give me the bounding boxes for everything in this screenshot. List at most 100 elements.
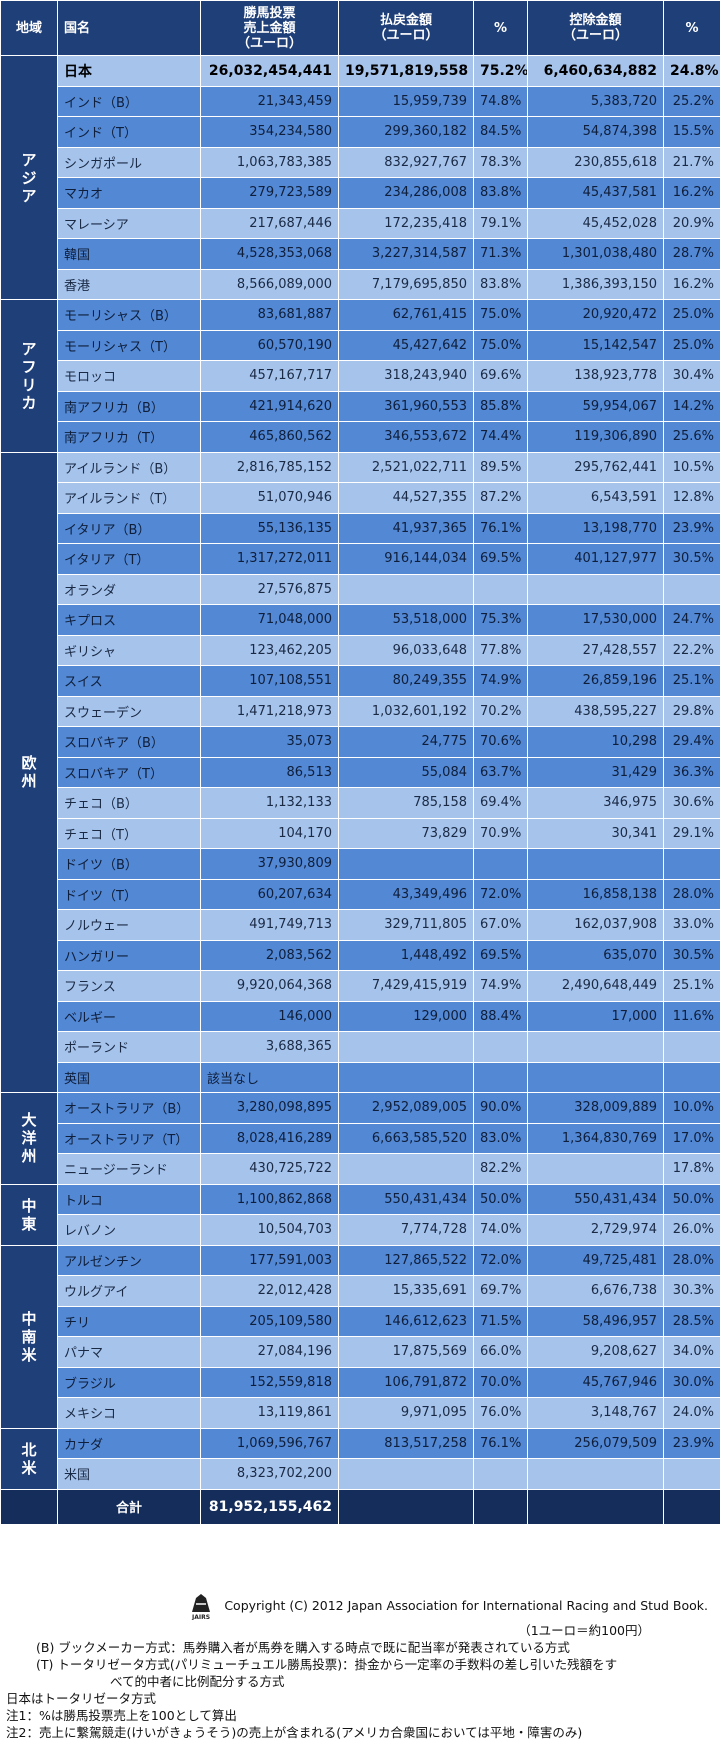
deduction-pct-cell — [663, 1061, 720, 1093]
table-row: 米国 8,323,702,200 — [1, 1458, 720, 1490]
table-row: ハンガリー 2,083,562 1,448,492 69.5% 635,070 30.5% — [1, 939, 720, 971]
payout-cell: 329,711,805 — [338, 909, 474, 941]
country-cell: アイルランド（T） — [57, 482, 201, 514]
sales-cell: 354,234,580 — [200, 116, 339, 148]
sales-cell: 8,323,702,200 — [200, 1458, 339, 1490]
sales-cell: 9,920,064,368 — [200, 970, 339, 1002]
country-cell: ニュージーランド — [57, 1153, 201, 1185]
country-cell: ブラジル — [57, 1366, 201, 1398]
header-sales: 勝馬投票 売上金額 （ユーロ） — [200, 0, 339, 56]
deduction-cell: 45,452,028 — [527, 207, 664, 239]
sales-cell: 2,083,562 — [200, 939, 339, 971]
payout-pct-cell: 74.0% — [473, 1214, 528, 1246]
deduction-cell: 9,208,627 — [527, 1336, 664, 1368]
deduction-pct-cell: 30.5% — [663, 939, 720, 971]
sales-cell: 55,136,135 — [200, 512, 339, 544]
note-totalizator-cont: べて的中者に比例配分する方式 — [110, 1674, 285, 1689]
payout-pct-cell: 74.9% — [473, 970, 528, 1002]
country-cell: メキシコ — [57, 1397, 201, 1429]
payout-cell — [338, 1153, 474, 1185]
payout-pct-cell: 50.0% — [473, 1183, 528, 1215]
table-row: フランス 9,920,064,368 7,429,415,919 74.9% 2,490… — [1, 970, 720, 1002]
region-cell: 北米 — [0, 1427, 58, 1490]
sales-cell: 1,069,596,767 — [200, 1427, 339, 1459]
deduction-cell: 6,543,591 — [527, 482, 664, 514]
deduction-pct-cell: 25.0% — [663, 329, 720, 361]
deduction-cell: 401,127,977 — [527, 543, 664, 575]
country-cell: アイルランド（B） — [57, 451, 201, 483]
deduction-cell: 1,364,830,769 — [527, 1122, 664, 1154]
table-row: ドイツ（B） 37,930,809 — [1, 848, 720, 880]
table-row: ノルウェー 491,749,713 329,711,805 67.0% 162,037,… — [1, 909, 720, 941]
country-cell: チェコ（T） — [57, 817, 201, 849]
table-row: キプロス 71,048,000 53,518,000 75.3% 17,530,000 2… — [1, 604, 720, 636]
deduction-pct-cell: 25.0% — [663, 299, 720, 331]
sales-cell: 21,343,459 — [200, 85, 339, 117]
table-row: マカオ 279,723,589 234,286,008 83.8% 45,437,581… — [1, 177, 720, 209]
payout-pct-cell: 79.1% — [473, 207, 528, 239]
table-row: 大洋州オーストラリア（B） 3,280,098,895 2,952,089,005 9… — [0, 1092, 720, 1185]
sales-cell: 2,816,785,152 — [200, 451, 339, 483]
payout-pct-cell: 63.7% — [473, 756, 528, 788]
deduction-cell: 3,148,767 — [527, 1397, 664, 1429]
deduction-cell: 162,037,908 — [527, 909, 664, 941]
sales-cell: 10,504,703 — [200, 1214, 339, 1246]
header-region: 地域 — [0, 0, 58, 56]
payout-pct-cell: 71.3% — [473, 238, 528, 270]
country-cell: カナダ — [57, 1427, 201, 1459]
payout-pct-cell: 69.5% — [473, 543, 528, 575]
sales-cell: 51,070,946 — [200, 482, 339, 514]
region-cell: 中南米 — [0, 1244, 58, 1429]
country-cell: ギリシャ — [57, 634, 201, 666]
sales-cell: 465,860,562 — [200, 421, 339, 453]
deduction-cell: 31,429 — [527, 756, 664, 788]
country-cell: イタリア（B） — [57, 512, 201, 544]
table-row: ポーランド 3,688,365 — [1, 1031, 720, 1063]
payout-cell: 346,553,672 — [338, 421, 474, 453]
sales-cell: 430,725,722 — [200, 1153, 339, 1185]
table-row: スロバキア（B） 35,073 24,775 70.6% 10,298 29.4% — [1, 726, 720, 758]
payout-pct-cell: 69.6% — [473, 360, 528, 392]
table-row: チェコ（B） 1,132,133 785,158 69.4% 346,975 30.6% — [1, 787, 720, 819]
country-cell: オランダ — [57, 573, 201, 605]
payout-cell: 53,518,000 — [338, 604, 474, 636]
deduction-cell — [527, 1153, 664, 1185]
country-cell: 香港 — [57, 268, 201, 300]
copyright-line: JAIRS Copyright (C) 2012 Japan Associati… — [0, 1590, 720, 1620]
deduction-pct-cell: 11.6% — [663, 1000, 720, 1032]
deduction-pct-cell — [663, 848, 720, 880]
deduction-pct-cell: 34.0% — [663, 1336, 720, 1368]
table-row: アジア日本 26,032,454,441 19,571,819,558 75.2% 6,… — [0, 55, 720, 300]
payout-pct-cell: 74.9% — [473, 665, 528, 697]
deduction-cell: 20,920,472 — [527, 299, 664, 331]
country-cell: 韓国 — [57, 238, 201, 270]
deduction-cell: 256,079,509 — [527, 1427, 664, 1459]
table-row: パナマ 27,084,196 17,875,569 66.0% 9,208,627 34.… — [1, 1336, 720, 1368]
payout-pct-cell — [473, 848, 528, 880]
deduction-pct-cell: 36.3% — [663, 756, 720, 788]
notes-section: JAIRS Copyright (C) 2012 Japan Associati… — [0, 1590, 720, 1741]
deduction-cell: 17,530,000 — [527, 604, 664, 636]
deduction-pct-cell: 25.6% — [663, 421, 720, 453]
country-cell: 南アフリカ（T） — [57, 421, 201, 453]
sales-cell: 27,576,875 — [200, 573, 339, 605]
payout-pct-cell: 75.0% — [473, 329, 528, 361]
deduction-cell: 58,496,957 — [527, 1305, 664, 1337]
payout-pct-cell — [473, 1061, 528, 1093]
table-row: 中東トルコ 1,100,862,868 550,431,434 50.0% 550,43… — [0, 1183, 720, 1246]
table-row: 韓国 4,528,353,068 3,227,314,587 71.3% 1,301,0… — [1, 238, 720, 270]
sales-cell: 177,591,003 — [200, 1244, 339, 1276]
table-row: モロッコ 457,167,717 318,243,940 69.6% 138,923,7… — [1, 360, 720, 392]
note-bookmaker: (B) ブックメーカー方式：馬券購入者が馬券を購入する時点で既に配当率が発表され… — [36, 1640, 570, 1655]
deduction-pct-cell: 25.2% — [663, 85, 720, 117]
deduction-cell: 635,070 — [527, 939, 664, 971]
region-cell: 欧州 — [0, 451, 58, 1093]
payout-pct-cell: 70.9% — [473, 817, 528, 849]
payout-pct-cell: 72.0% — [473, 878, 528, 910]
sales-cell: 123,462,205 — [200, 634, 339, 666]
payout-cell: 44,527,355 — [338, 482, 474, 514]
deduction-cell: 15,142,547 — [527, 329, 664, 361]
sales-cell: 1,132,133 — [200, 787, 339, 819]
table-row: ブラジル 152,559,818 106,791,872 70.0% 45,767,94… — [1, 1366, 720, 1398]
sales-cell: 13,119,861 — [200, 1397, 339, 1429]
